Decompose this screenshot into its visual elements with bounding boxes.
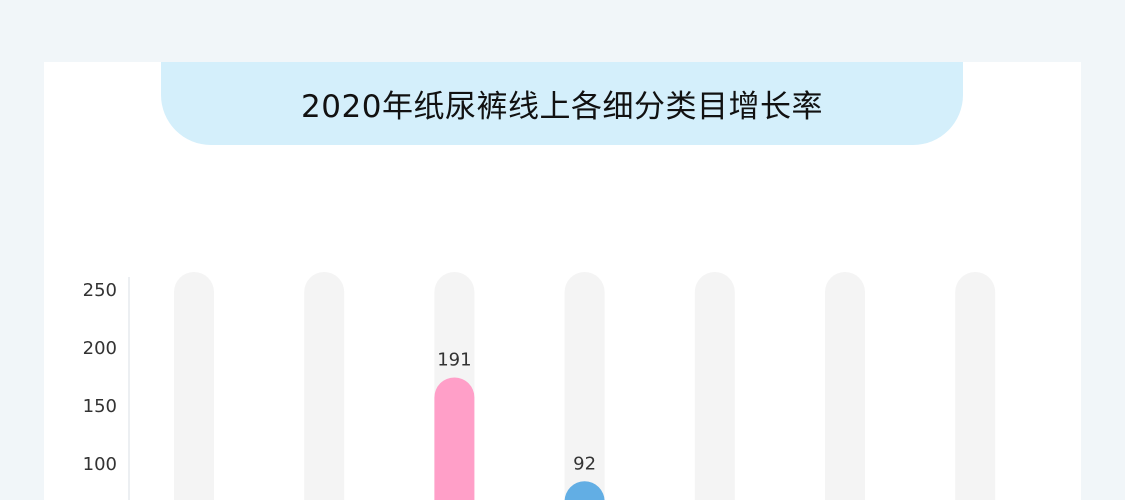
data-label: 92 (573, 453, 596, 474)
bar (434, 377, 475, 500)
y-tick-label: 150 (83, 396, 117, 417)
bar-track (304, 272, 345, 500)
bar-track (955, 272, 996, 500)
chart-title: 2020年纸尿裤线上各细分类目增长率 (301, 89, 823, 125)
bar-track (825, 272, 865, 500)
bar (564, 481, 605, 500)
data-label: 191 (437, 349, 471, 370)
title-banner: 2020年纸尿裤线上各细分类目增长率 (161, 62, 963, 145)
bar-track (694, 272, 735, 500)
bar-track (564, 272, 605, 500)
y-tick-label: 250 (83, 280, 117, 301)
y-tick-label: 200 (83, 338, 117, 359)
bar-track (174, 272, 214, 500)
y-tick-label: 100 (83, 454, 117, 475)
